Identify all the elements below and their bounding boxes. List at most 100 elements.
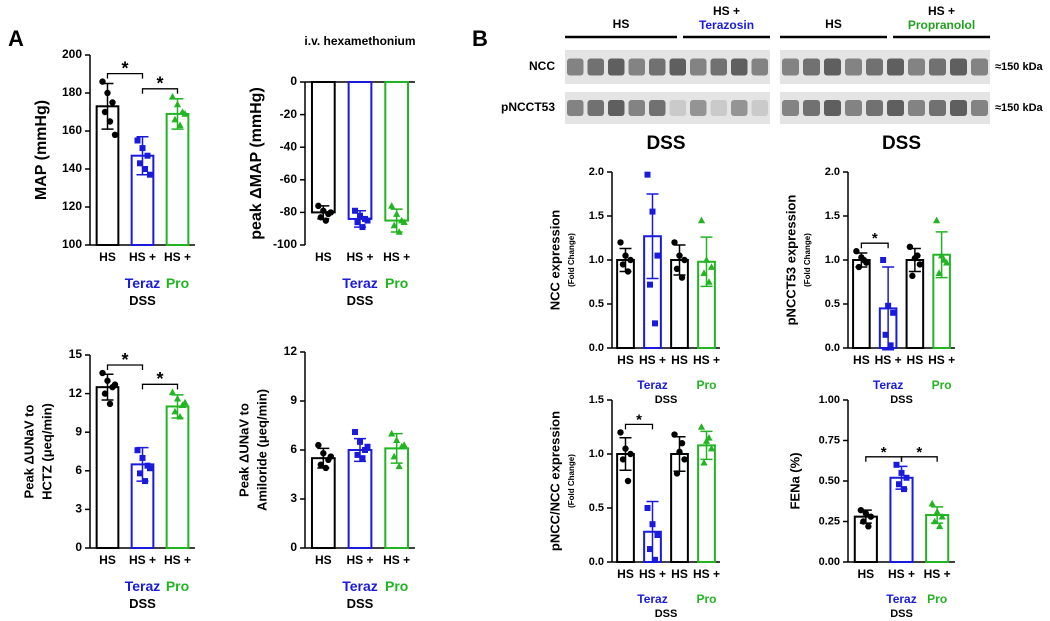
data-point xyxy=(139,145,146,152)
data-point xyxy=(176,121,184,129)
data-point xyxy=(865,523,872,530)
blot-band xyxy=(782,100,799,116)
blot-row-label: pNCCT53 xyxy=(501,100,555,114)
x-tick-label: HS xyxy=(617,353,634,367)
x-tick-label: HS xyxy=(617,567,634,581)
blot-band xyxy=(690,100,707,116)
data-point xyxy=(181,110,189,117)
data-point xyxy=(906,243,914,250)
y-tick-label: 3 xyxy=(290,491,297,505)
data-point xyxy=(168,388,177,396)
blot-size-label: ≈150 kDa xyxy=(995,61,1044,73)
data-point xyxy=(857,506,865,514)
data-point xyxy=(147,465,153,472)
data-point xyxy=(617,429,624,436)
data-point xyxy=(317,214,325,221)
y-tick-label: 3 xyxy=(75,502,82,516)
x-tick-label: HS + xyxy=(128,553,156,567)
data-point xyxy=(147,171,153,178)
error-bar xyxy=(646,193,659,280)
blot-band xyxy=(971,58,988,76)
data-point xyxy=(940,256,948,263)
data-point xyxy=(649,208,656,215)
treatment-label: Pro xyxy=(696,378,717,392)
significance-label: * xyxy=(872,230,878,247)
data-point xyxy=(676,448,683,456)
data-point xyxy=(106,400,114,408)
blot-band xyxy=(866,58,883,76)
treatment-label: Pro xyxy=(384,578,409,594)
data-point xyxy=(322,464,330,472)
y-axis-label: Amiloride (μeq/min) xyxy=(254,389,269,511)
data-point xyxy=(671,431,678,438)
data-point xyxy=(101,108,109,116)
treatment-label: Pro xyxy=(927,592,948,606)
blot-band xyxy=(751,100,768,116)
data-point xyxy=(354,451,361,458)
data-point xyxy=(173,100,182,108)
data-point xyxy=(109,99,116,106)
bar xyxy=(384,81,410,222)
treatment-label: Teraz xyxy=(124,578,161,594)
blot-drug-label: Propranolol xyxy=(908,18,975,32)
y-tick-label: -20 xyxy=(280,107,298,121)
data-point xyxy=(705,278,713,285)
blot-group-label: HS + xyxy=(928,4,955,18)
x-tick-label: HS + xyxy=(887,567,915,581)
x-tick-label: HS + xyxy=(638,567,666,581)
blot-band xyxy=(731,58,748,76)
data-point xyxy=(395,462,403,470)
data-point xyxy=(357,212,363,219)
data-point xyxy=(702,256,711,263)
blot-size-label: ≈150 kDa xyxy=(995,102,1044,114)
blot-band xyxy=(908,100,925,116)
data-point xyxy=(315,202,322,210)
data-point xyxy=(390,221,398,229)
treatment-label: Pro xyxy=(931,378,952,392)
data-point xyxy=(671,239,678,246)
y-tick-label: 0.5 xyxy=(589,298,604,310)
blot-row-label: NCC xyxy=(529,59,555,73)
data-point xyxy=(647,546,653,553)
blot-band xyxy=(887,100,904,116)
data-point xyxy=(101,390,109,397)
data-point xyxy=(890,309,897,316)
data-point xyxy=(106,118,114,125)
data-point xyxy=(916,261,924,268)
treatment-label: Teraz xyxy=(637,378,668,392)
chart-title: DSS xyxy=(646,133,685,154)
y-tick-label: 0.0 xyxy=(825,342,840,354)
data-point xyxy=(914,252,921,259)
data-point xyxy=(862,510,870,517)
data-point xyxy=(390,452,398,460)
data-point xyxy=(678,274,686,281)
data-point xyxy=(678,440,686,447)
blot-band xyxy=(628,100,645,116)
x-tick-label: HS xyxy=(314,250,332,264)
data-point xyxy=(354,219,361,226)
blot-band xyxy=(608,58,625,76)
data-point xyxy=(622,252,629,259)
y-axis-label: Peak ΔUNaV to xyxy=(21,405,36,499)
y-tick-label: 0 xyxy=(75,540,82,554)
blot-band xyxy=(803,100,820,116)
y-tick-label: 9 xyxy=(290,393,297,407)
data-point xyxy=(707,444,716,452)
blot-band xyxy=(803,58,820,76)
data-point xyxy=(111,131,119,138)
data-point xyxy=(144,152,151,159)
treatment-label: Pro xyxy=(696,592,717,606)
significance-label: * xyxy=(156,74,163,94)
y-tick-label: 12 xyxy=(69,386,83,400)
x-tick-label: HS xyxy=(99,250,116,264)
data-point xyxy=(700,269,708,276)
data-point xyxy=(320,450,327,457)
x-tick-label: HS + xyxy=(638,353,666,367)
significance-bracket xyxy=(860,242,889,249)
blot-band xyxy=(950,58,967,76)
y-tick-label: 0.5 xyxy=(825,298,840,310)
y-tick-label: 6 xyxy=(75,463,82,477)
data-point xyxy=(395,228,403,235)
y-tick-label: 0.5 xyxy=(589,502,604,514)
